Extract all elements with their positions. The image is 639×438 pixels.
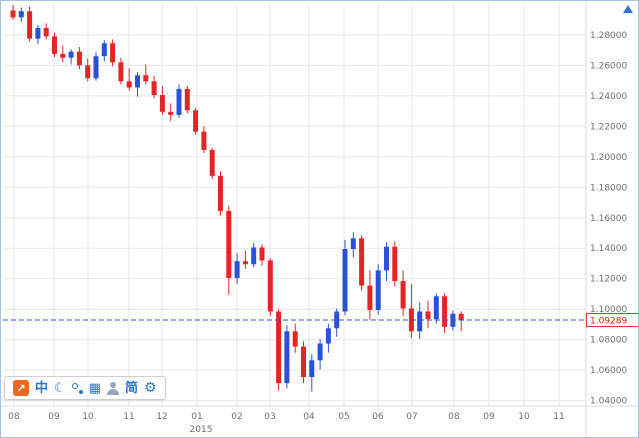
candle-body xyxy=(18,11,24,18)
x-axis-label: 03 xyxy=(264,412,275,422)
x-axis-label: 11 xyxy=(553,412,564,422)
y-axis-label: 1.12000 xyxy=(590,275,627,285)
candle-body xyxy=(52,36,57,54)
candle-body xyxy=(242,261,248,265)
candle-body xyxy=(43,27,49,37)
candle-body xyxy=(93,56,99,79)
x-axis-label: 09 xyxy=(48,412,60,422)
candle-body xyxy=(118,62,124,82)
candle-body xyxy=(234,261,240,278)
candle-body xyxy=(259,247,265,261)
candle-body xyxy=(10,10,16,18)
candle-body xyxy=(135,75,140,88)
candle-body xyxy=(209,149,215,176)
x-axis-label: 10 xyxy=(82,412,94,422)
candle-body xyxy=(325,328,331,344)
y-axis-label: 1.20000 xyxy=(590,153,627,163)
candle-body xyxy=(218,175,223,211)
x-axis-label: 09 xyxy=(483,412,495,422)
corner-arrow-icon[interactable] xyxy=(623,5,633,13)
chart-grid-icon[interactable]: ▦ xyxy=(88,380,101,396)
candle-body xyxy=(392,246,398,282)
candle-body xyxy=(85,65,91,79)
candle-body xyxy=(168,111,174,115)
y-axis-label: 1.04000 xyxy=(590,397,627,407)
y-axis-label: 1.08000 xyxy=(590,336,627,346)
candle-body xyxy=(76,51,82,66)
current-price-label: 1.09289 xyxy=(590,317,627,327)
current-price-label-box xyxy=(586,313,638,328)
candle-body xyxy=(176,88,182,115)
y-axis-label: 1.22000 xyxy=(590,122,627,132)
candle-body xyxy=(284,331,290,384)
candle-body xyxy=(35,27,41,39)
x-axis-label: 12 xyxy=(156,412,167,422)
candle-body xyxy=(101,43,107,57)
y-axis-label: 1.24000 xyxy=(590,92,627,102)
candle-body xyxy=(342,249,348,312)
candle-body xyxy=(334,311,340,329)
chart-toolbar: ↗ 中 ☾ ▦ 简 ⚙ xyxy=(4,376,166,400)
year-label: 2015 xyxy=(190,425,213,435)
y-axis-label: 1.18000 xyxy=(590,183,627,193)
candle-body xyxy=(184,88,190,111)
candle-body xyxy=(375,270,381,310)
x-axis-label: 01 xyxy=(191,412,202,422)
simplified-chinese-icon[interactable]: 简 xyxy=(124,380,138,396)
candle-body xyxy=(193,110,199,132)
candle-body xyxy=(201,131,207,150)
candle-body xyxy=(276,311,282,384)
night-mode-moon-icon[interactable]: ☾ xyxy=(54,380,66,396)
candle-body xyxy=(292,331,298,347)
candle-body xyxy=(151,81,157,96)
x-axis-label: 04 xyxy=(303,412,315,422)
y-axis-label: 1.14000 xyxy=(590,244,627,254)
candle-body xyxy=(384,246,389,271)
x-axis-label: 07 xyxy=(406,412,417,422)
candle-body xyxy=(458,313,464,321)
y-axis-label: 1.26000 xyxy=(590,61,627,71)
candle-body xyxy=(68,51,74,58)
candle-body xyxy=(143,75,149,82)
candle-body xyxy=(433,296,439,320)
candle-body xyxy=(251,247,257,265)
y-axis-label: 1.10000 xyxy=(590,305,627,315)
candle-body xyxy=(359,238,365,286)
candle-body xyxy=(317,343,323,361)
chinese-language-icon[interactable]: 中 xyxy=(35,380,49,396)
candle-body xyxy=(350,238,356,250)
y-axis-label: 1.16000 xyxy=(590,214,627,224)
x-axis-label: 11 xyxy=(123,412,134,422)
candle-body xyxy=(110,43,116,63)
brand-logo-icon[interactable]: ↗ xyxy=(13,380,29,396)
candle-body xyxy=(27,11,33,39)
candle-body xyxy=(425,311,431,320)
candle-body xyxy=(309,360,315,378)
dots-indicator-icon[interactable] xyxy=(71,382,83,395)
candle-body xyxy=(267,260,273,312)
user-person-icon[interactable] xyxy=(106,381,119,395)
x-axis-label: 02 xyxy=(231,412,242,422)
x-axis-label: 06 xyxy=(372,412,384,422)
candle-body xyxy=(126,81,132,88)
candle-body xyxy=(159,95,165,112)
y-axis-label: 1.06000 xyxy=(590,366,627,376)
candle-body xyxy=(417,311,423,332)
candle-body xyxy=(226,210,232,278)
x-axis-label: 05 xyxy=(338,412,349,422)
candle-body xyxy=(442,296,448,327)
settings-gear-icon[interactable]: ⚙ xyxy=(143,380,157,396)
y-axis-label: 1.28000 xyxy=(590,31,627,41)
candle-body xyxy=(60,53,66,58)
candle-body xyxy=(367,285,373,310)
x-axis-label: 08 xyxy=(8,412,20,422)
candle-body xyxy=(400,281,406,309)
candle-body xyxy=(301,346,306,378)
x-axis-label: 08 xyxy=(448,412,460,422)
x-axis-label: 10 xyxy=(518,412,530,422)
